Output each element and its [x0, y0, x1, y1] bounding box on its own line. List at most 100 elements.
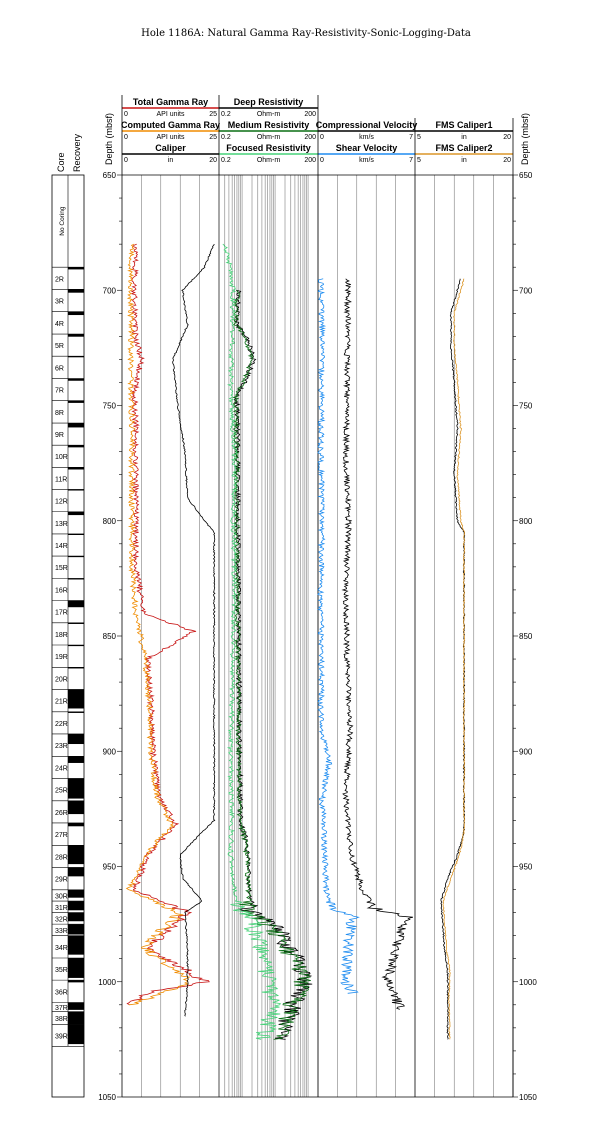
recovery-bar-11R	[68, 467, 84, 470]
recovery-bar-17R	[68, 600, 84, 608]
core-label-24R: 24R	[55, 765, 68, 772]
header-compressional-velocity: Compressional Velocity	[316, 120, 418, 130]
core-label-10R: 10R	[55, 454, 68, 461]
recovery-bar-37R	[68, 1002, 84, 1010]
recovery-bar-39R	[68, 1024, 84, 1045]
header-unit-label: Ohm-m	[257, 157, 281, 164]
core-label-33R: 33R	[55, 928, 68, 935]
core-label-21R: 21R	[55, 699, 68, 706]
core-label-22R: 22R	[55, 721, 68, 728]
depth-label-right: Depth (mbsf)	[520, 113, 530, 165]
core-label-28R: 28R	[55, 854, 68, 861]
recovery-bar-33R	[68, 924, 84, 935]
recovery-bar-34R	[68, 935, 84, 955]
header-max-label: 20	[209, 157, 217, 164]
core-label-19R: 19R	[55, 654, 68, 661]
log-track-2	[218, 174, 319, 1098]
recovery-bar-35R	[68, 958, 84, 978]
header-min-label: 0	[124, 134, 128, 141]
recovery-bar-5R	[68, 334, 84, 337]
depth-tick-label-left: 650	[103, 171, 117, 180]
recovery-bar-4R	[68, 311, 84, 316]
recovery-bar-26R	[68, 800, 84, 815]
curve-caliper	[172, 243, 216, 1017]
core-label-38R: 38R	[55, 1016, 68, 1023]
header-max-label: 7	[409, 157, 413, 164]
core-header: Core	[56, 152, 66, 172]
header-min-label: 0.2	[221, 134, 231, 141]
header-max-label: 200	[304, 157, 316, 164]
recovery-bar-15R	[68, 556, 84, 558]
header-unit-label: in	[461, 157, 467, 164]
core-label-14R: 14R	[55, 543, 68, 550]
header-unit-label: km/s	[359, 134, 374, 141]
recovery-bar-30R	[68, 889, 84, 898]
recovery-bar-8R	[68, 400, 84, 403]
header-shear-velocity: Shear Velocity	[336, 143, 398, 153]
core-label-35R: 35R	[55, 967, 68, 974]
core-label-4R: 4R	[55, 321, 64, 328]
core-label-16R: 16R	[55, 587, 68, 594]
header-max-label: 200	[304, 134, 316, 141]
recovery-bar-36R	[68, 980, 84, 983]
core-label-3R: 3R	[55, 299, 64, 306]
recovery-bar-2R	[68, 267, 84, 270]
depth-tick-label-right: 1050	[519, 1093, 537, 1102]
header-min-label: 0.2	[221, 111, 231, 118]
recovery-bar-12R	[68, 489, 84, 491]
header-unit-label: API units	[156, 111, 185, 118]
curve-computed-gamma-ray	[125, 243, 191, 1006]
header-min-label: 5	[417, 134, 421, 141]
core-label-11R: 11R	[55, 476, 67, 483]
header-min-label: 0	[320, 157, 324, 164]
depth-tick-label-left: 950	[103, 863, 117, 872]
recovery-bar-31R	[68, 901, 84, 911]
depth-tick-label-right: 850	[519, 632, 533, 641]
core-label-26R: 26R	[55, 810, 68, 817]
header-medium-resistivity: Medium Resistivity	[228, 120, 310, 130]
header-max-label: 20	[503, 134, 511, 141]
core-label-32R: 32R	[55, 916, 68, 923]
header-max-label: 7	[409, 134, 413, 141]
header-fms-caliper1: FMS Caliper1	[435, 120, 492, 130]
header-unit-label: Ohm-m	[257, 134, 281, 141]
header-min-label: 0	[320, 134, 324, 141]
header-max-label: 25	[209, 134, 217, 141]
core-label-25R: 25R	[55, 788, 68, 795]
figure-title: Hole 1186A: Natural Gamma Ray-Resistivit…	[141, 28, 471, 39]
header-min-label: 5	[417, 157, 421, 164]
recovery-bar-32R	[68, 912, 84, 922]
core-label-2R: 2R	[55, 276, 64, 283]
core-label-15R: 15R	[55, 565, 68, 572]
depth-tick-label-right: 1000	[519, 978, 537, 987]
recovery-bar-20R	[68, 667, 84, 669]
depth-tick-label-left: 900	[103, 747, 117, 756]
header-max-label: 25	[209, 111, 217, 118]
depth-tick-label-right: 650	[519, 171, 533, 180]
core-label-5R: 5R	[55, 343, 64, 350]
recovery-bar-16R	[68, 578, 84, 580]
depth-tick-label-left: 800	[103, 517, 117, 526]
core-label-9R: 9R	[55, 432, 64, 439]
core-label-36R: 36R	[55, 989, 68, 996]
core-label-30R: 30R	[55, 893, 68, 900]
header-caliper: Caliper	[155, 143, 186, 153]
recovery-bar-28R	[68, 845, 84, 865]
core-label-17R: 17R	[55, 610, 68, 617]
core-label-39R: 39R	[55, 1033, 68, 1040]
recovery-bar-10R	[68, 445, 84, 448]
recovery-bar-21R	[68, 689, 84, 709]
header-max-label: 20	[503, 157, 511, 164]
recovery-bar-38R	[68, 1011, 84, 1025]
curve-total-gamma-ray	[126, 243, 210, 1006]
curve-compressional-velocity	[341, 278, 414, 1010]
recovery-bar-19R	[68, 644, 84, 647]
header-min-label: 0	[124, 111, 128, 118]
header-max-label: 200	[304, 111, 316, 118]
log-track-3	[318, 174, 416, 1098]
depth-tick-label-left: 1000	[98, 978, 116, 987]
core-label-7R: 7R	[55, 388, 64, 395]
core-label-37R: 37R	[55, 1005, 68, 1012]
header-unit-label: km/s	[359, 157, 374, 164]
